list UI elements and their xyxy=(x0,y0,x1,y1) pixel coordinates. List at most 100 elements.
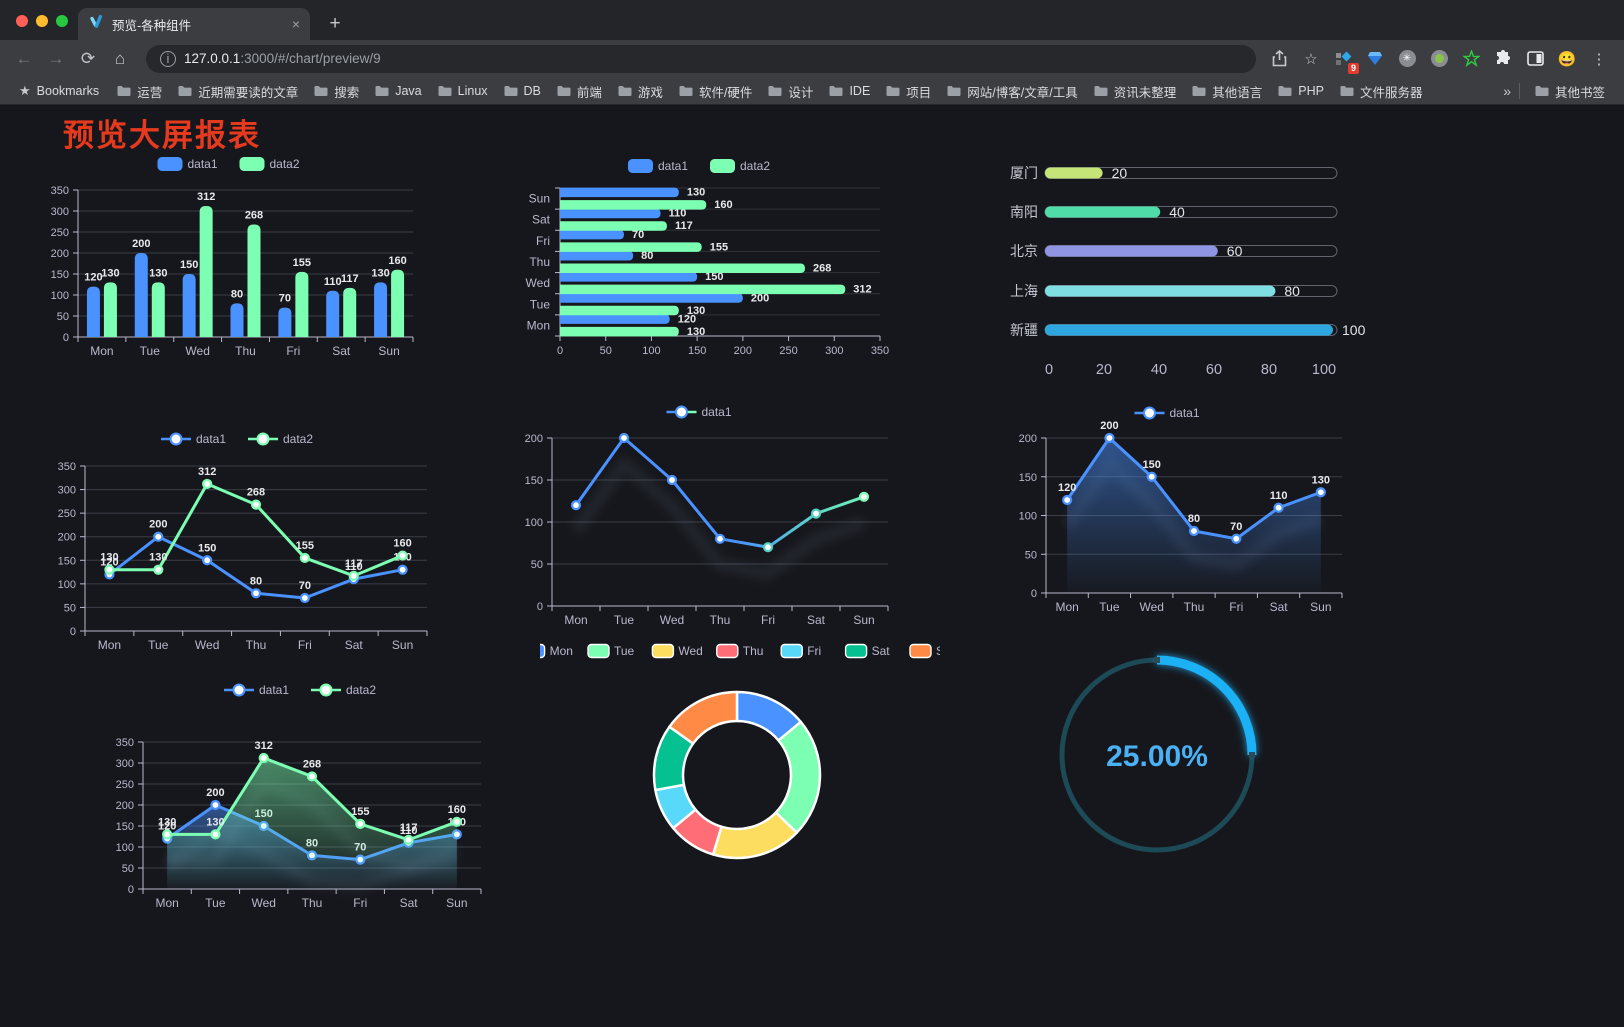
legend-item-data1[interactable]: data1 xyxy=(157,157,218,171)
legend-item-Tue[interactable]: Tue xyxy=(587,643,635,659)
pie-series[interactable] xyxy=(652,690,822,860)
extensions-puzzle-icon[interactable] xyxy=(1492,48,1514,70)
legend-item-data2[interactable]: data2 xyxy=(710,159,770,173)
bookmark-folder[interactable]: PHP xyxy=(1271,80,1331,103)
progress-row-厦门[interactable]: 厦门 20 xyxy=(1010,165,1338,181)
maximize-window-button[interactable] xyxy=(56,15,68,27)
bookmark-folder[interactable]: Java xyxy=(368,80,428,103)
extension-snowflake-icon[interactable]: ✳ xyxy=(1396,48,1418,70)
legend-item-Wed[interactable]: Wed xyxy=(651,643,703,659)
bookmark-folder[interactable]: IDE xyxy=(822,80,877,103)
bookmark-folder[interactable]: 近期需要读的文章 xyxy=(171,80,305,103)
chart-grouped-bar[interactable]: 0 50 100 150 200 250 300 350 Mon Tue Wed Thu Fri Sat S… xyxy=(28,148,433,364)
svg-text:150: 150 xyxy=(688,345,706,357)
bookmark-folder[interactable]: Linux xyxy=(431,80,495,103)
chart-gradient-line[interactable]: 0 50 100 150 200 Mon Tue Wed Thu Fri Sat Sun data1 xyxy=(500,398,902,634)
progress-row-新疆[interactable]: 新疆 100 xyxy=(1010,322,1366,338)
legend-item-data1[interactable]: data1 xyxy=(666,405,732,419)
legend-item-Sun[interactable]: Sun xyxy=(909,643,957,659)
chart-blue-area[interactable]: 0 50 100 150 200 Mon Tue Wed Thu Fri Sat Sun 120 200 1… xyxy=(988,400,1350,615)
svg-text:Thu: Thu xyxy=(1184,600,1205,614)
progress-row-上海[interactable]: 上海 80 xyxy=(1010,283,1338,299)
legend-item-data2[interactable]: data2 xyxy=(248,432,313,446)
svg-text:200: 200 xyxy=(206,787,224,799)
address-bar[interactable]: i 127.0.0.1:3000/#/chart/preview/9 xyxy=(146,44,1256,73)
svg-text:Sat: Sat xyxy=(872,644,891,658)
chart-city-progress[interactable]: 厦门 20 南阳 40 北京 60 上海 80 新疆 100 0 20 40 60 80 100 xyxy=(988,150,1380,382)
bookmark-star-icon[interactable]: ☆ xyxy=(1304,50,1318,68)
gauge-progress xyxy=(1156,655,1257,756)
bookmark-folder[interactable]: 设计 xyxy=(761,80,820,103)
tab-close-icon[interactable]: × xyxy=(291,16,300,32)
series-data2[interactable]: 130 130 312 268 155 117 160 xyxy=(101,191,407,337)
minimize-window-button[interactable] xyxy=(36,15,48,27)
legend-item-Fri[interactable]: Fri xyxy=(780,643,821,659)
svg-text:Thu: Thu xyxy=(710,613,731,627)
bookmark-folder[interactable]: DB xyxy=(497,80,548,103)
progress-row-南阳[interactable]: 南阳 40 xyxy=(1010,204,1338,220)
bookmark-folder[interactable]: 前端 xyxy=(550,80,609,103)
side-panel-icon[interactable] xyxy=(1524,48,1546,70)
pie-slice-Sun[interactable] xyxy=(668,690,739,745)
bookmark-folder[interactable]: 网站/博客/文章/工具 xyxy=(940,80,1084,103)
legend-item-data1[interactable]: data1 xyxy=(628,159,688,173)
series-data2[interactable]: 130 130 312 268 155 117 160 xyxy=(158,740,466,889)
chart-donut[interactable]: Mon Tue Wed Thu Fri Sat Sun xyxy=(522,632,957,888)
home-icon[interactable]: ⌂ xyxy=(114,48,126,68)
legend: data1 data2 xyxy=(157,157,300,171)
legend-item-data1[interactable]: data1 xyxy=(1134,406,1200,420)
bookmark-folder[interactable]: 文件服务器 xyxy=(1333,80,1430,103)
extension-green-star-icon[interactable] xyxy=(1460,48,1482,70)
axes: Mon Tue Wed Thu Fri Sat Sun 0 50 100 150 200 250 300 3… xyxy=(526,187,889,357)
legend-item-Sat[interactable]: Sat xyxy=(844,643,891,659)
pie-slice-Wed[interactable] xyxy=(711,811,799,860)
reload-icon[interactable]: ⟳ xyxy=(80,48,96,68)
pie-slice-Tue[interactable] xyxy=(774,720,822,834)
emoji-extension-icon[interactable]: 😀 xyxy=(1557,50,1577,68)
extension-grid-diamond-icon[interactable]: 9 xyxy=(1332,48,1359,74)
legend-item-Mon[interactable]: Mon xyxy=(522,643,573,659)
bookmark-folder[interactable]: 搜索 xyxy=(307,80,366,103)
legend-item-Thu[interactable]: Thu xyxy=(716,643,764,659)
series-data1[interactable] xyxy=(570,432,870,581)
bookmarks-overflow-icon[interactable]: » xyxy=(1503,83,1511,99)
legend-item-data2[interactable]: data2 xyxy=(311,683,376,697)
legend-item-data1[interactable]: data1 xyxy=(161,432,226,446)
bookmark-folder[interactable]: 游戏 xyxy=(611,80,670,103)
bookmark-folder-label: Java xyxy=(395,84,422,98)
svg-text:100: 100 xyxy=(525,517,543,529)
close-window-button[interactable] xyxy=(16,15,28,27)
share-icon[interactable] xyxy=(1268,48,1290,70)
chart-two-area[interactable]: 0 50 100 150 200 250 300 350 Mon Tue Wed Thu Fri Sat S… xyxy=(96,678,508,918)
forward-icon[interactable]: → xyxy=(47,48,65,68)
new-tab-button[interactable]: + xyxy=(329,13,341,34)
bookmarks-manager[interactable]: ★ Bookmarks xyxy=(12,81,106,101)
traffic-lights xyxy=(16,15,68,27)
menu-kebab-icon[interactable]: ⋮ xyxy=(1591,50,1607,68)
extension-green-dot-icon[interactable] xyxy=(1428,48,1450,70)
browser-tab[interactable]: 预览-各种组件 × xyxy=(78,8,310,40)
series-data2[interactable]: 130 130 312 268 155 117 160 xyxy=(560,199,872,338)
bookmark-folder[interactable]: 项目 xyxy=(879,80,938,103)
extension-gem-icon[interactable] xyxy=(1364,48,1386,70)
bookmark-folder[interactable]: 资讯未整理 xyxy=(1087,80,1184,103)
bookmark-folder[interactable]: 运营 xyxy=(110,80,169,103)
back-icon[interactable]: ← xyxy=(15,48,33,68)
svg-text:Sat: Sat xyxy=(400,896,419,910)
series-data2[interactable]: 130 130 312 268 155 117 160 xyxy=(100,466,412,581)
bookmark-folder[interactable]: 其他语言 xyxy=(1185,80,1269,103)
progress-row-北京[interactable]: 北京 60 xyxy=(1010,243,1338,259)
other-bookmarks[interactable]: 其他书签 xyxy=(1528,80,1612,103)
legend-item-data1[interactable]: data1 xyxy=(224,683,289,697)
bookmark-folder[interactable]: 软件/硬件 xyxy=(672,80,759,103)
chart-gauge[interactable]: 25.00% xyxy=(1048,646,1268,866)
site-info-icon[interactable]: i xyxy=(160,50,176,67)
chart-two-line[interactable]: 0 50 100 150 200 250 300 350 Mon Tue Wed Thu Fri Sat S… xyxy=(38,426,440,666)
svg-text:50: 50 xyxy=(64,602,76,614)
chart-grouped-hbar[interactable]: Mon Tue Wed Thu Fri Sat Sun 0 50 100 150 200 250 300 3… xyxy=(498,152,904,366)
svg-text:160: 160 xyxy=(448,804,466,816)
legend-item-data2[interactable]: data2 xyxy=(239,157,300,171)
